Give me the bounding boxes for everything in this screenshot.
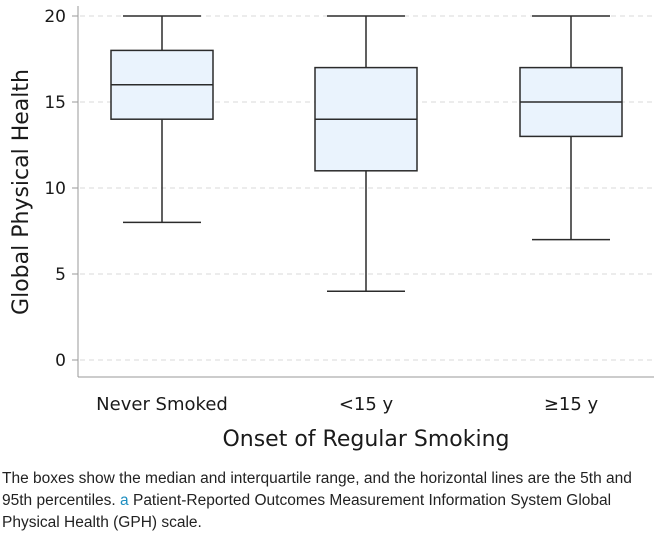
y-tick-label-5: 5 <box>55 265 66 285</box>
y-axis-ticks: 0 5 10 15 20 <box>44 7 78 371</box>
y-tick-label-15: 15 <box>44 93 66 113</box>
x-category-label-1: Never Smoked <box>96 394 228 415</box>
box-group-2 <box>314 15 418 292</box>
caption-footnote-text: Patient-Reported Outcomes Measurement In… <box>2 492 612 531</box>
figure-caption: The boxes show the median and interquart… <box>2 468 656 534</box>
box-series <box>110 15 623 292</box>
x-axis-categories: Never Smoked <15 y ≥15 y <box>96 394 598 415</box>
y-tick-label-0: 0 <box>55 351 66 371</box>
x-axis-title: Onset of Regular Smoking <box>222 427 509 452</box>
footnote-marker[interactable]: a <box>120 492 129 509</box>
y-tick-label-10: 10 <box>44 179 66 199</box>
caption-main-text: The boxes show the median and interquart… <box>2 470 632 509</box>
box-group-3 <box>519 15 623 241</box>
x-category-label-2: <15 y <box>339 394 394 415</box>
y-axis-title: Global Physical Health <box>9 69 34 315</box>
box-group-1 <box>110 15 214 224</box>
y-tick-label-20: 20 <box>44 7 66 27</box>
x-category-label-3: ≥15 y <box>544 394 599 415</box>
box-plot-chart: 0 5 10 15 20 Never Smoked <15 y ≥15 y Onset of… <box>9 6 654 452</box>
